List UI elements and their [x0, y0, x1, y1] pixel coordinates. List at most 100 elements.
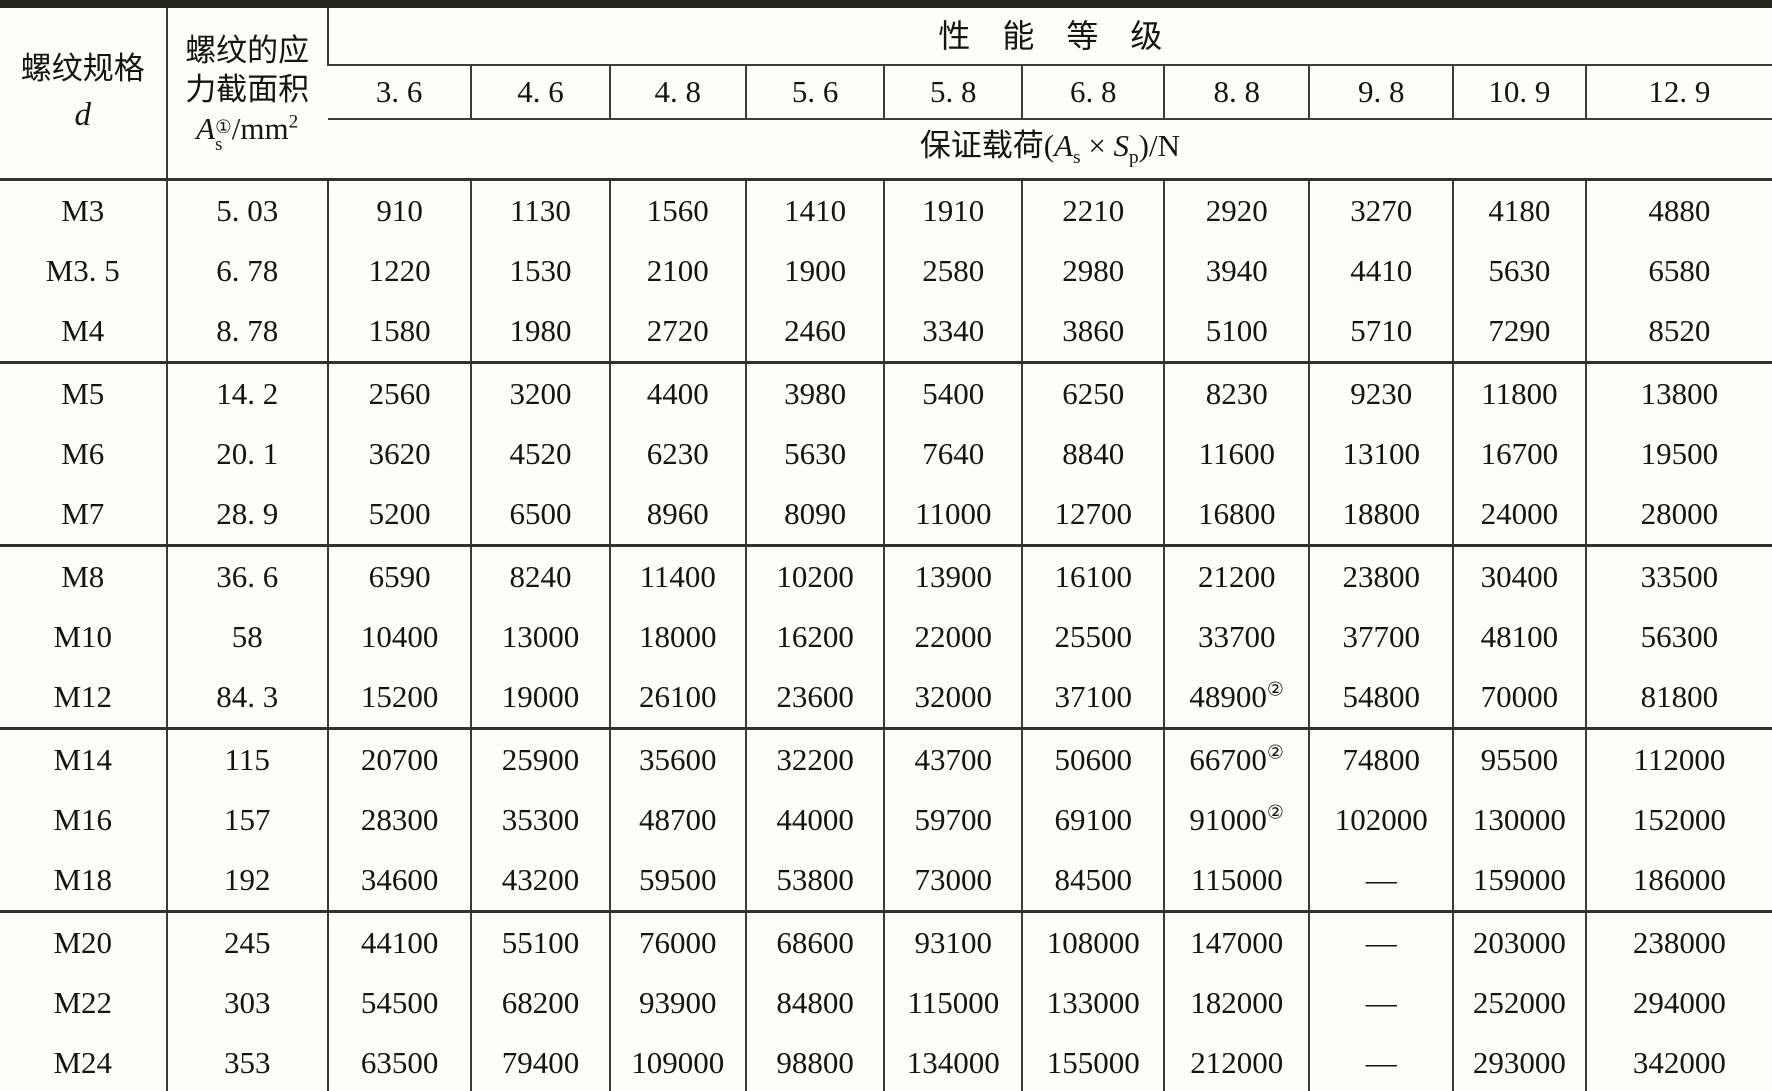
- value-cell: 35300: [470, 790, 610, 850]
- value-cell: 6580: [1584, 241, 1772, 301]
- value-cell: 6590: [326, 544, 472, 607]
- value-cell: 21200: [1163, 544, 1310, 607]
- stress-area-header-line2: 力截面积: [185, 72, 310, 108]
- value-cell: 8090: [744, 484, 885, 546]
- value-cell: 59700: [883, 790, 1023, 850]
- value-cell: 342000: [1584, 1033, 1772, 1091]
- value-cell: 76000: [608, 910, 746, 973]
- spec-cell: M10: [53, 618, 113, 654]
- value-cell: 13000: [470, 607, 610, 667]
- spec-cell: M4: [61, 312, 105, 348]
- area-cell: 5. 03: [165, 179, 328, 241]
- value-cell: 25500: [1021, 607, 1165, 667]
- area-cell: 14. 2: [165, 361, 328, 424]
- table-row: M18 192 34600 43200 59500 53800 73000 84500 1150…: [0, 850, 1772, 912]
- value-cell: 8230: [1163, 361, 1310, 424]
- footnote-2-marker: ②: [1266, 802, 1285, 824]
- value-cell: 59500: [608, 850, 746, 912]
- value-cell: 203000: [1451, 910, 1586, 973]
- spec-cell: M16: [53, 801, 113, 837]
- value-cell: 33700: [1163, 607, 1310, 667]
- value-cell: 54800: [1308, 667, 1453, 729]
- header-row-performance: 螺纹规格 d 螺纹的应 力截面积 A ① s/mm2 性 能 等 级: [0, 4, 1772, 181]
- grade-label: 4. 8: [608, 64, 746, 120]
- value-cell: 4520: [470, 424, 610, 484]
- spec-cell: M3. 5: [45, 252, 120, 288]
- value-cell: 33500: [1584, 544, 1772, 607]
- value-cell: 1980: [470, 301, 610, 363]
- spec-cell: M5: [0, 361, 167, 424]
- value-cell: 23800: [1308, 544, 1453, 607]
- value-cell: 212000: [1163, 1033, 1310, 1091]
- area-cell: 115: [165, 727, 328, 790]
- proof-load-times-sign: ×: [1080, 128, 1114, 164]
- proof-load-subscript-p: p: [1129, 147, 1139, 169]
- proof-load-symbol-A: A: [1054, 128, 1074, 164]
- value-cell: 12700: [1021, 484, 1165, 546]
- value-cell: 16200: [744, 607, 885, 667]
- value-cell: 155000: [1021, 1033, 1165, 1091]
- value-cell: —: [1308, 910, 1453, 973]
- value-cell: 5630: [1451, 241, 1586, 301]
- value-cell: 1910: [883, 179, 1023, 241]
- area-cell: 20. 1: [165, 424, 328, 484]
- value-cell: 13900: [883, 544, 1023, 607]
- thread-spec-header-text: 螺纹规格: [20, 51, 145, 86]
- value-cell: 4410: [1308, 241, 1453, 301]
- value-cell: 109000: [608, 1033, 746, 1091]
- area-unit-text: /mm: [231, 110, 289, 146]
- value-cell: 35600: [608, 727, 746, 790]
- spec-cell: M7: [61, 495, 105, 531]
- value-cell: 3340: [883, 301, 1023, 363]
- table-row: M7 28. 9 5200 6500 8960 8090 11000 12700 16800 18…: [0, 484, 1772, 546]
- value-cell: 48700: [608, 790, 746, 850]
- area-subscript-s: s: [215, 133, 223, 155]
- spec-cell: M12: [53, 678, 113, 714]
- area-cell: 58: [165, 607, 328, 667]
- value-cell: 5630: [744, 424, 885, 484]
- value-cell: 130000: [1451, 790, 1586, 850]
- value-cell: 293000: [1451, 1033, 1586, 1091]
- value-cell: 4880: [1584, 179, 1772, 241]
- grade-label: 5. 8: [883, 64, 1023, 120]
- value-cell: 69100: [1021, 790, 1165, 850]
- area-unit-exponent: 2: [288, 111, 299, 133]
- value-cell: 43200: [470, 850, 610, 912]
- value-cell: 9230: [1308, 361, 1453, 424]
- value-cell: 133000: [1021, 973, 1165, 1033]
- proof-load-symbol-S: S: [1113, 128, 1130, 164]
- area-cell: 245: [165, 910, 328, 973]
- value-cell: 93100: [883, 910, 1023, 973]
- value-cell: 8960: [608, 484, 746, 546]
- value-cell: 24000: [1451, 484, 1586, 546]
- value-cell: 63500: [326, 1033, 472, 1091]
- table-row: M24 353 63500 79400 109000 98800 134000 155000 2…: [0, 1033, 1772, 1091]
- value-cell: 2560: [326, 361, 472, 424]
- grade-label: 12. 9: [1584, 64, 1772, 120]
- value-cell: 7290: [1451, 301, 1586, 363]
- spec-cell: M24: [53, 1044, 113, 1080]
- value-cell: 3270: [1308, 179, 1453, 241]
- value-cell: 186000: [1584, 850, 1772, 912]
- area-cell: 303: [165, 973, 328, 1033]
- value-cell: 28300: [326, 790, 472, 850]
- value-cell: 1580: [326, 301, 472, 363]
- value-cell: 55100: [470, 910, 610, 973]
- value-cell: 102000: [1308, 790, 1453, 850]
- value-cell: 115000: [1163, 850, 1310, 912]
- grade-label: 3. 6: [327, 64, 472, 120]
- value-cell: 68200: [470, 973, 610, 1033]
- value-cell: 32000: [883, 667, 1023, 729]
- value-cell: 20700: [326, 727, 472, 790]
- value-cell: —: [1308, 850, 1453, 912]
- value-cell: 294000: [1584, 973, 1772, 1033]
- value-cell: 5200: [326, 484, 472, 546]
- grade-label: 4. 6: [470, 64, 610, 120]
- value-cell: 74800: [1308, 727, 1453, 790]
- value-cell: 147000: [1163, 910, 1310, 973]
- table-row: M5 14. 2 2560 3200 4400 3980 5400 6250 8230 9230 1…: [0, 361, 1772, 424]
- value-cell: 6250: [1021, 361, 1165, 424]
- area-cell: 36. 6: [165, 544, 328, 607]
- value-cell: 252000: [1451, 973, 1586, 1033]
- value-cell: 11600: [1163, 424, 1310, 484]
